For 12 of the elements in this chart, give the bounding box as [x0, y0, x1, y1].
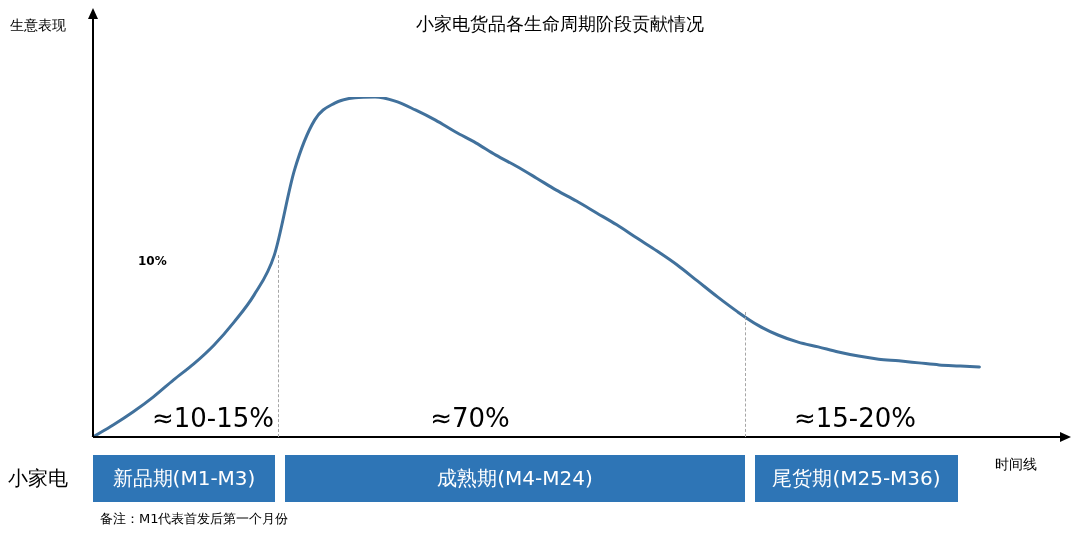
annotation: 10% — [138, 254, 167, 269]
annotation: ≈15-20% — [793, 402, 917, 433]
x-axis-title: 时间线 — [995, 455, 1037, 472]
annotation: ≈70% — [430, 402, 510, 433]
text: 小家电 — [8, 466, 68, 491]
text: 新品期(M1-M3) — [112, 465, 256, 492]
y-axis-title: 生意表现 — [10, 16, 66, 33]
text: 尾货期(M25-M36) — [772, 465, 941, 492]
annotation: ≈10-15% — [151, 402, 275, 433]
chart-title: 小家电货品各生命周期阶段贡献情况 — [416, 12, 704, 34]
text: 成熟期(M4-M24) — [437, 465, 593, 492]
text: 备注：M1代表首发后第一个月份 — [100, 511, 289, 527]
